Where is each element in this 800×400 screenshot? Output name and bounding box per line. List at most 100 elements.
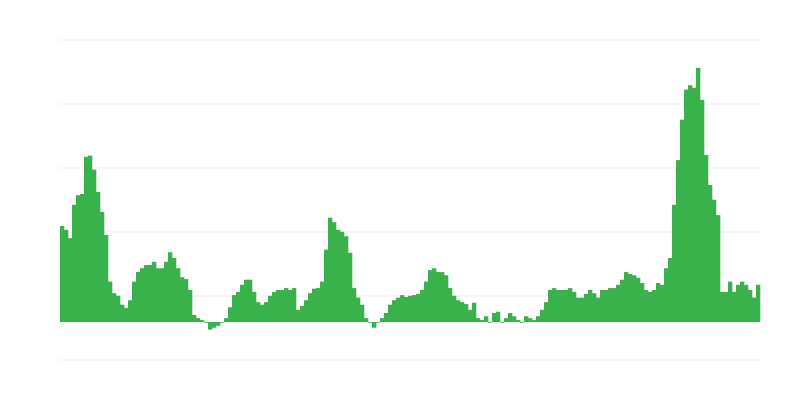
bar-146: [644, 289, 649, 322]
bar-64: [316, 288, 321, 322]
bar-48: [252, 291, 257, 322]
bar-44: [236, 291, 241, 322]
bar-154: [676, 160, 681, 322]
bar-6: [84, 156, 89, 322]
bar-138: [612, 288, 617, 322]
bar-141: [624, 272, 629, 322]
bar-121: [544, 302, 549, 322]
bar-165: [720, 291, 725, 322]
bar-149: [656, 282, 661, 322]
bar-41: [224, 318, 229, 322]
bar-30: [180, 277, 185, 322]
bar-82: [388, 304, 393, 322]
bar-31: [184, 279, 189, 322]
bar-20: [140, 268, 145, 322]
bar-47: [248, 279, 253, 322]
bar-123: [552, 288, 557, 322]
bar-168: [732, 291, 737, 322]
bar-61: [304, 300, 309, 322]
bar-2: [68, 238, 73, 322]
bar-63: [312, 288, 317, 322]
bar-157: [688, 85, 693, 322]
bar-10: [100, 211, 105, 322]
bar-130: [580, 297, 585, 322]
bar-104: [476, 318, 481, 322]
bar-107: [488, 321, 493, 323]
bar-18: [132, 281, 137, 322]
bar-11: [104, 234, 109, 322]
bar-144: [636, 277, 641, 322]
bar-4: [76, 195, 81, 322]
bar-120: [540, 309, 545, 322]
bar-83: [392, 300, 397, 322]
bar-109: [496, 311, 501, 322]
bar-54: [276, 289, 281, 322]
bar-9: [96, 192, 101, 322]
bar-136: [604, 289, 609, 322]
bar-142: [628, 273, 633, 322]
bar-26: [164, 261, 169, 322]
bar-152: [668, 257, 673, 322]
bar-37: [208, 321, 213, 330]
bar-128: [572, 291, 577, 322]
bar-77: [368, 321, 373, 323]
bar-102: [468, 309, 473, 322]
bar-173: [752, 297, 757, 322]
bar-112: [508, 313, 513, 322]
bar-143: [632, 275, 637, 322]
bar-21: [144, 265, 149, 322]
bar-145: [640, 282, 645, 322]
bar-94: [436, 272, 441, 322]
bar-17: [128, 300, 133, 322]
bar-100: [460, 302, 465, 322]
bars: [60, 67, 761, 330]
bar-113: [512, 316, 517, 322]
bar-81: [384, 313, 389, 322]
bar-43: [232, 295, 237, 322]
bar-84: [396, 297, 401, 322]
bar-88: [412, 295, 417, 322]
bar-15: [120, 304, 125, 322]
bar-38: [212, 321, 217, 328]
bar-45: [240, 284, 245, 322]
bar-122: [548, 289, 553, 322]
bar-137: [608, 288, 613, 322]
bar-42: [228, 307, 233, 322]
bar-162: [708, 185, 713, 322]
bar-76: [364, 318, 369, 322]
bar-139: [616, 284, 621, 322]
bar-99: [456, 300, 461, 322]
bar-164: [716, 215, 721, 322]
bar-140: [620, 279, 625, 322]
bar-105: [480, 320, 485, 322]
bar-170: [740, 281, 745, 322]
bar-93: [432, 268, 437, 322]
bar-131: [584, 293, 589, 322]
bar-119: [536, 316, 541, 322]
bar-92: [428, 270, 433, 322]
bar-67: [328, 217, 333, 322]
bar-115: [520, 321, 525, 323]
bar-23: [152, 261, 157, 322]
bar-97: [448, 288, 453, 322]
bar-156: [684, 89, 689, 322]
bar-158: [692, 87, 697, 322]
bar-161: [704, 154, 709, 322]
bar-151: [664, 268, 669, 322]
bar-0: [60, 225, 65, 322]
bar-98: [452, 295, 457, 322]
bar-71: [344, 236, 349, 322]
bar-86: [404, 297, 409, 322]
bar-40: [220, 321, 225, 323]
bar-132: [588, 289, 593, 322]
bar-35: [200, 320, 205, 322]
bar-24: [156, 268, 161, 322]
bar-13: [112, 293, 117, 322]
bar-159: [696, 67, 701, 322]
bar-135: [600, 289, 605, 322]
bar-174: [756, 284, 761, 322]
bar-172: [748, 289, 753, 322]
bar-155: [680, 119, 685, 322]
bar-91: [424, 281, 429, 322]
